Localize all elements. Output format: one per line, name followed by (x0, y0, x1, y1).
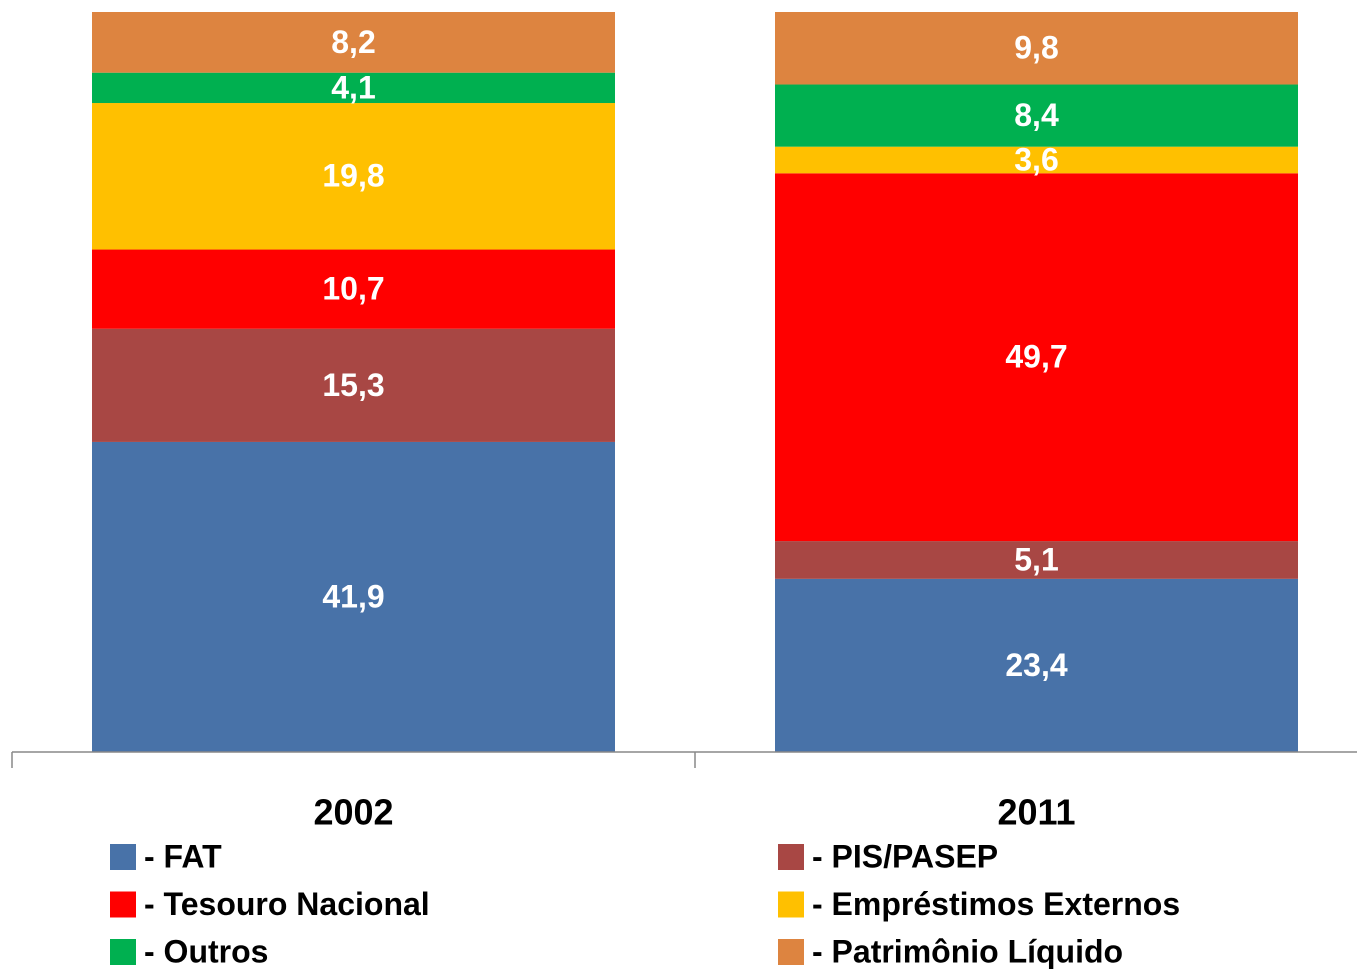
value-label: 49,7 (1005, 339, 1067, 375)
bar-segment (775, 541, 1298, 579)
legend-swatch (110, 844, 136, 870)
bar-segment (92, 441, 615, 752)
legend-swatch (110, 891, 136, 918)
legend-label: - Empréstimos Externos (812, 886, 1180, 922)
x-tick-label: 2002 (313, 792, 393, 833)
bar-segment (775, 12, 1298, 85)
bar-segment (92, 12, 615, 73)
value-label: 8,4 (1014, 97, 1059, 133)
value-label: 5,1 (1014, 541, 1058, 577)
value-label: 23,4 (1005, 647, 1067, 683)
legend-label: - Tesouro Nacional (144, 886, 430, 922)
legend-swatch (778, 891, 804, 918)
bar-segment (92, 328, 615, 442)
bar-segment (775, 146, 1298, 174)
value-label: 15,3 (322, 367, 384, 403)
bar-segment (92, 103, 615, 250)
legend-swatch (778, 844, 804, 870)
bar-segment (92, 249, 615, 329)
value-label: 8,2 (331, 24, 375, 60)
bar-segment (775, 84, 1298, 147)
bar-segment (92, 72, 615, 104)
value-label: 10,7 (322, 271, 384, 307)
legend-label: - PIS/PASEP (812, 838, 998, 874)
bar-segment (775, 173, 1298, 542)
legend-label: - FAT (144, 838, 222, 874)
x-tick-label: 2011 (997, 792, 1075, 833)
legend-label: - Patrimônio Líquido (812, 933, 1123, 969)
value-label: 4,1 (331, 69, 375, 105)
bar-segment (775, 578, 1298, 752)
legend-swatch (778, 939, 804, 965)
legend-label: - Outros (144, 933, 268, 969)
legend-swatch (110, 939, 136, 965)
value-label: 41,9 (322, 578, 384, 614)
value-label: 3,6 (1014, 141, 1058, 177)
value-label: 19,8 (322, 158, 384, 194)
value-label: 9,8 (1014, 30, 1058, 66)
